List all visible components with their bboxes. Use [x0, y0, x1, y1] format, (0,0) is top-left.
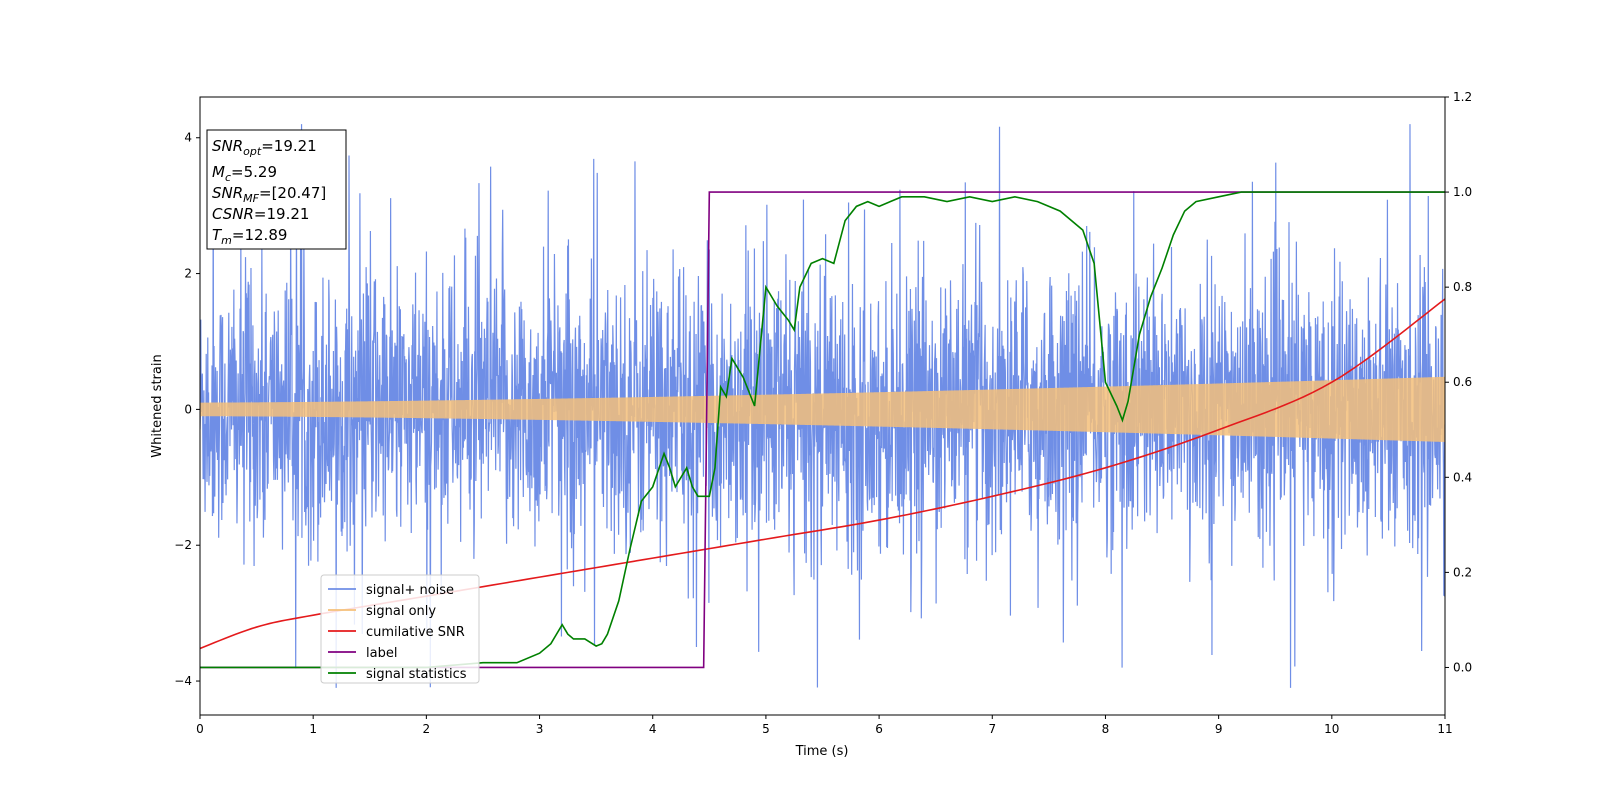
x-tick-label: 11: [1437, 722, 1452, 736]
x-tick-label: 8: [1102, 722, 1110, 736]
info-csnr: CSNR=19.21: [212, 205, 309, 223]
signal-statistics-line: [200, 191, 1445, 669]
x-tick-label: 6: [875, 722, 883, 736]
legend-label: label: [366, 646, 397, 661]
y2-tick-label: 0.8: [1453, 280, 1472, 294]
info-mc: Mc=5.29: [212, 163, 277, 184]
info-snr-mf: SNRMF=[20.47]: [212, 184, 326, 205]
x-tick-label: 0: [196, 722, 204, 736]
y-tick-label: 4: [184, 131, 192, 145]
x-tick-label: 3: [536, 722, 544, 736]
x-tick-label: 10: [1324, 722, 1339, 736]
y2-tick-label: 1.2: [1453, 90, 1472, 104]
y-tick-label: 2: [184, 267, 192, 281]
cumulative-snr-line: [200, 298, 1445, 650]
series-cumulative-snr: [200, 298, 1445, 650]
x-tick-label: 2: [423, 722, 431, 736]
series-signal-statistics: [200, 191, 1445, 669]
y-tick-label: −2: [174, 538, 192, 552]
x-tick-label: 7: [988, 722, 996, 736]
plot-frame: [199, 96, 1446, 716]
y2-tick-label: 0.4: [1453, 470, 1472, 484]
y2-tick-label: 0.2: [1453, 565, 1472, 579]
y-axis-left: −4 −2 0 2 4: [174, 131, 200, 688]
series-signal-noise: [200, 124, 1445, 688]
y-tick-label: 0: [184, 402, 192, 416]
y-tick-label: −4: [174, 674, 192, 688]
legend-label: signal+ noise: [366, 583, 454, 598]
info-box: SNRopt=19.21 Mc=5.29 SNRMF=[20.47] CSNR=…: [206, 129, 347, 250]
info-snr-opt: SNRopt=19.21: [212, 137, 317, 158]
y-axis-label: Whitened strain: [150, 354, 165, 457]
legend-label: cumilative SNR: [366, 625, 465, 640]
series-signal-only: [200, 376, 1445, 442]
y2-tick-label: 1.0: [1453, 185, 1472, 199]
x-axis: 0 1 2 3 4 5 6 7 8 9 10 11: [196, 715, 1453, 736]
y-axis-right: 0.0 0.2 0.4 0.6 0.8 1.0 1.2: [1445, 90, 1472, 674]
legend-label: signal statistics: [366, 667, 467, 682]
legend-label: signal only: [366, 604, 436, 619]
info-tm: Tm=12.89: [212, 226, 287, 247]
signal-only-line: [200, 376, 1445, 442]
y2-tick-label: 0.0: [1453, 660, 1472, 674]
x-axis-label: Time (s): [795, 744, 849, 759]
x-tick-label: 1: [309, 722, 317, 736]
x-tick-label: 4: [649, 722, 657, 736]
y2-tick-label: 0.6: [1453, 375, 1472, 389]
x-tick-label: 9: [1215, 722, 1223, 736]
legend: signal+ noise signal only cumilative SNR la…: [320, 574, 480, 684]
x-tick-label: 5: [762, 722, 770, 736]
signal-noise-line: [200, 124, 1445, 688]
